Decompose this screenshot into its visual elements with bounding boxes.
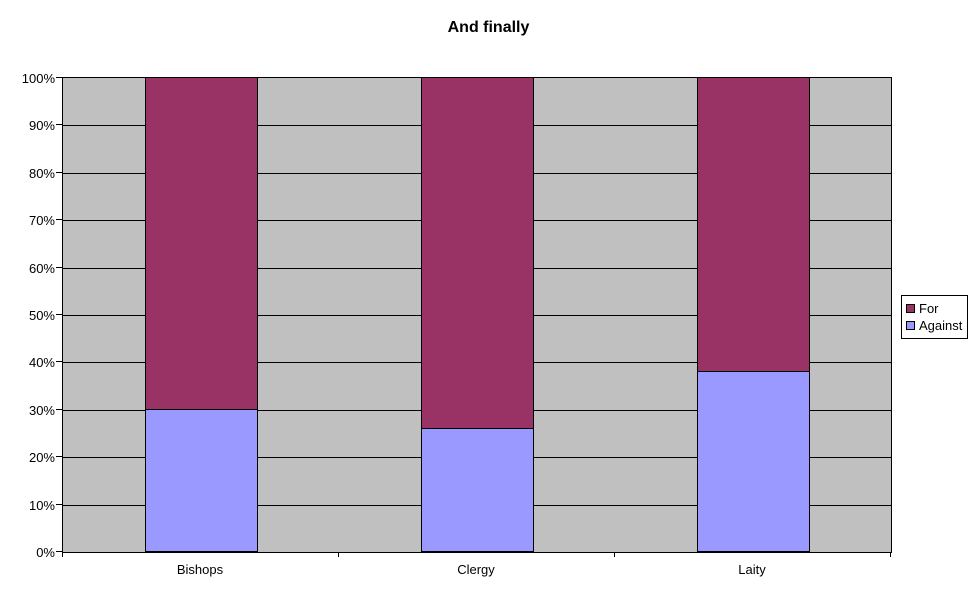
bar-laity-against	[697, 371, 810, 552]
y-axis-label-10: 10%	[28, 498, 55, 513]
legend-item-against: Against	[906, 317, 962, 334]
legend-swatch-for-icon	[906, 304, 915, 313]
x-axis-label-clergy: Clergy	[457, 562, 495, 577]
y-axis-tick-70	[56, 219, 62, 220]
bar-bishops-against	[145, 409, 258, 552]
y-axis-label-70: 70%	[28, 213, 55, 228]
y-axis-tick-40	[56, 361, 62, 362]
y-axis-label-0: 0%	[36, 545, 55, 560]
legend: For Against	[901, 295, 969, 339]
y-axis-tick-50	[56, 314, 62, 315]
plot-area	[62, 77, 892, 553]
y-axis-tick-100	[56, 77, 62, 78]
y-axis-tick-90	[56, 124, 62, 125]
legend-swatch-against-icon	[906, 321, 915, 330]
y-axis-label-40: 40%	[28, 355, 55, 370]
legend-label-for: For	[919, 301, 939, 316]
y-axis-tick-10	[56, 504, 62, 505]
x-axis-tick-2	[614, 553, 615, 557]
legend-item-for: For	[906, 300, 962, 317]
x-axis-tick-1	[338, 553, 339, 557]
chart-title: And finally	[447, 19, 530, 36]
y-axis-label-60: 60%	[28, 261, 55, 276]
x-axis-label-bishops: Bishops	[176, 562, 224, 577]
y-axis-tick-60	[56, 267, 62, 268]
x-axis-label-laity: Laity	[738, 562, 766, 577]
bar-laity-for	[697, 77, 810, 372]
bar-clergy-for	[421, 77, 534, 429]
x-axis-tick-3	[890, 553, 891, 557]
y-axis-label-50: 50%	[28, 308, 55, 323]
bar-bishops-for	[145, 77, 258, 410]
y-axis-label-80: 80%	[28, 166, 55, 181]
y-axis-tick-0	[56, 551, 62, 552]
bar-clergy-against	[421, 428, 534, 552]
y-axis-label-30: 30%	[28, 403, 55, 418]
x-axis-tick-0	[62, 553, 63, 557]
y-axis-label-100: 100%	[21, 71, 55, 86]
legend-label-against: Against	[919, 318, 963, 333]
y-axis-tick-20	[56, 456, 62, 457]
y-axis-tick-30	[56, 409, 62, 410]
y-axis-label-90: 90%	[28, 118, 55, 133]
y-axis-tick-80	[56, 172, 62, 173]
y-axis-label-20: 20%	[28, 450, 55, 465]
